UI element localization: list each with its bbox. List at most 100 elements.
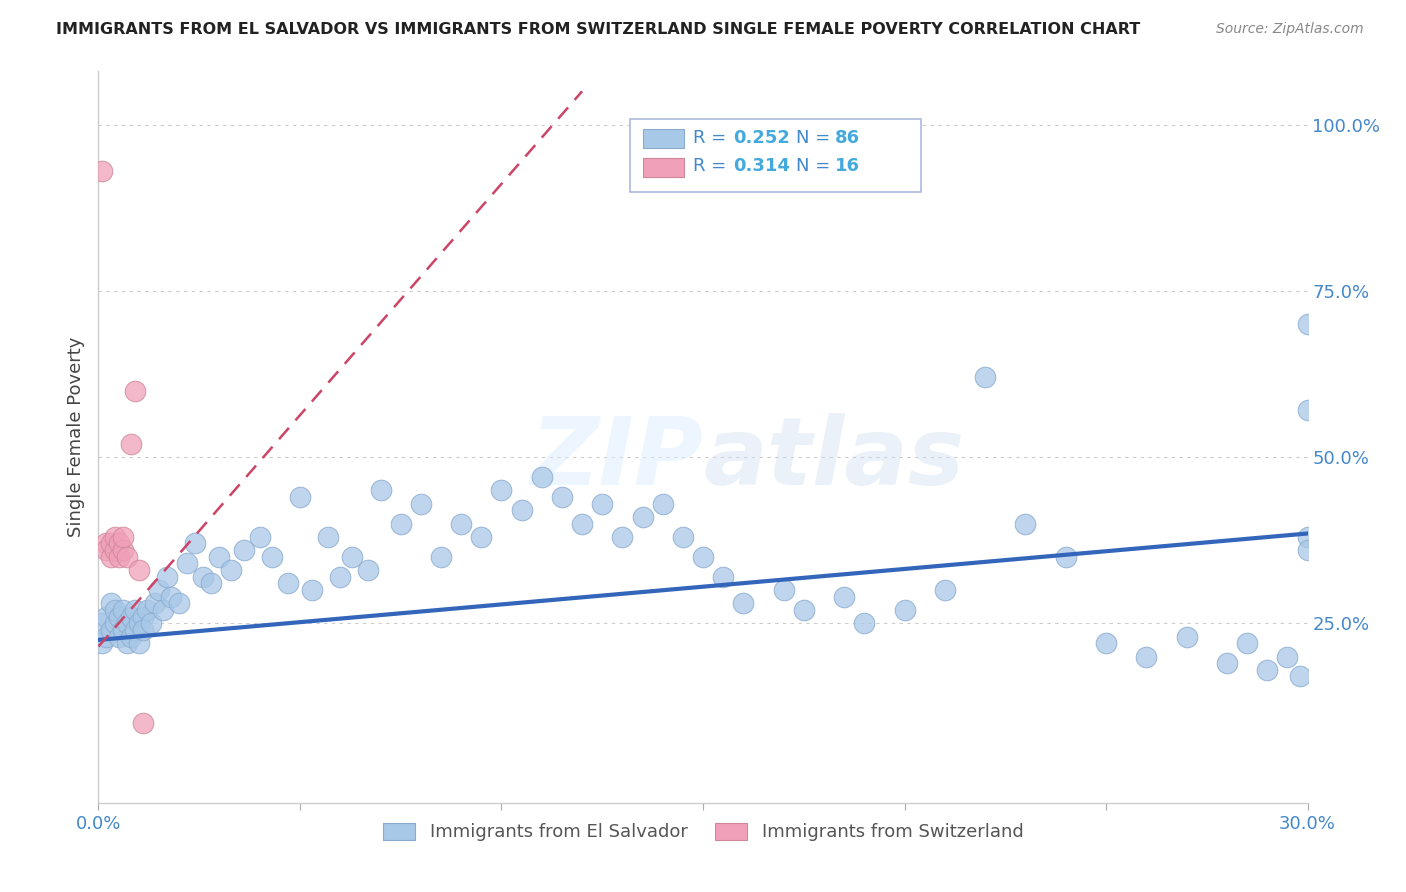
Point [893,603,915,617]
Text: 86: 86 [835,129,860,147]
Point [832,590,855,604]
Point [631,509,654,524]
Point [450,516,472,531]
Point [132,716,155,731]
Point [1054,549,1077,564]
Point [1216,656,1239,670]
Point [793,603,815,617]
Point [357,563,380,577]
Point [107,536,129,550]
Point [107,609,129,624]
Point [103,543,125,558]
FancyBboxPatch shape [643,159,683,178]
Point [132,609,155,624]
Point [91,164,114,178]
Point [249,530,271,544]
Point [733,596,755,610]
Point [692,549,714,564]
Point [277,576,299,591]
Point [974,370,997,384]
Point [329,570,352,584]
Point [1296,317,1319,331]
Point [156,570,179,584]
Point [128,563,150,577]
Point [772,582,794,597]
Point [853,616,876,631]
Point [120,436,142,450]
Point [934,582,956,597]
Text: N =: N = [796,129,837,147]
Point [100,596,122,610]
Point [260,549,283,564]
Point [124,384,146,398]
Point [221,563,243,577]
Point [124,623,146,637]
Point [316,530,339,544]
Text: IMMIGRANTS FROM EL SALVADOR VS IMMIGRANTS FROM SWITZERLAND SINGLE FEMALE POVERTY: IMMIGRANTS FROM EL SALVADOR VS IMMIGRANT… [56,22,1140,37]
Point [1296,403,1319,417]
Point [91,636,114,650]
Point [160,590,183,604]
Point [430,549,453,564]
Point [132,623,155,637]
Point [167,596,190,610]
Point [103,603,125,617]
Point [530,470,553,484]
Legend: Immigrants from El Salvador, Immigrants from Switzerland: Immigrants from El Salvador, Immigrants … [375,815,1031,848]
Point [200,576,222,591]
Point [111,530,134,544]
Point [612,530,634,544]
Point [107,549,129,564]
Point [1014,516,1036,531]
Point [128,636,150,650]
Point [1236,636,1258,650]
Point [711,570,734,584]
Point [491,483,513,498]
Point [120,630,142,644]
Point [91,616,114,631]
Y-axis label: Single Female Poverty: Single Female Poverty [66,337,84,537]
Text: 0.314: 0.314 [734,158,790,176]
Point [370,483,392,498]
Point [470,530,492,544]
FancyBboxPatch shape [630,119,921,192]
Point [139,616,162,631]
Point [176,557,198,571]
Point [1296,543,1319,558]
Text: R =: R = [693,129,733,147]
Point [1288,669,1310,683]
Point [232,543,254,558]
FancyBboxPatch shape [643,129,683,148]
Point [301,582,323,597]
Point [96,609,118,624]
Point [100,623,122,637]
Point [342,549,364,564]
Text: 0.252: 0.252 [734,129,790,147]
Point [96,536,118,550]
Point [1256,663,1278,677]
Text: ZIP: ZIP [530,413,703,505]
Point [591,497,613,511]
Point [124,603,146,617]
Point [115,549,138,564]
Point [103,616,125,631]
Point [510,503,533,517]
Point [143,596,166,610]
Text: R =: R = [693,158,733,176]
Point [111,603,134,617]
Point [120,609,142,624]
Point [152,603,174,617]
Text: Source: ZipAtlas.com: Source: ZipAtlas.com [1216,22,1364,37]
Point [128,616,150,631]
Point [115,636,138,650]
Point [100,549,122,564]
Text: 16: 16 [835,158,860,176]
Point [100,536,122,550]
Point [1175,630,1198,644]
Point [1135,649,1157,664]
Point [184,536,207,550]
Point [96,630,118,644]
Point [288,490,311,504]
Point [389,516,412,531]
Point [111,623,134,637]
